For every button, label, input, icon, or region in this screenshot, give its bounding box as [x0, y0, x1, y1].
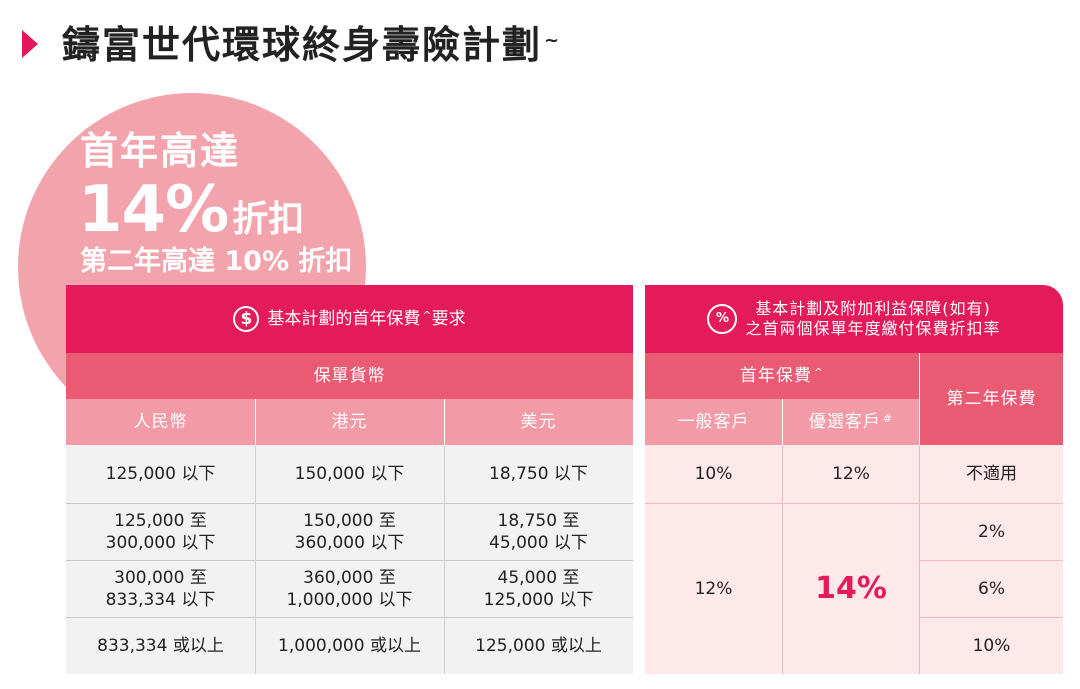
- rate-second-row1: 不適用: [966, 464, 1017, 484]
- table-cell: 125,000 以下: [105, 464, 216, 484]
- promo-discount: 14% 折扣: [78, 175, 304, 261]
- preferred-client-header: 優選客戶 #: [783, 399, 919, 445]
- table-cell: 150,000 以下: [294, 464, 405, 484]
- col-header-rmb: 人民幣: [66, 399, 255, 445]
- promo-discount-value: 14%: [78, 173, 229, 247]
- table-cell: 833,334 或以上: [97, 635, 224, 656]
- rate-preferred-merged: 14%: [815, 570, 887, 606]
- right-table-body: [645, 445, 1063, 674]
- header-divider: [782, 399, 783, 445]
- col-header-usd: 美元: [444, 399, 633, 445]
- left-table-body: [66, 445, 633, 674]
- row-divider: [66, 503, 633, 504]
- row-divider: [66, 617, 633, 618]
- title-arrow-icon: [22, 30, 38, 58]
- table-cell: 300,000 至 833,334 以下: [105, 567, 216, 610]
- row-divider: [645, 503, 1063, 504]
- row-divider: [66, 560, 633, 561]
- col-divider: [782, 445, 783, 674]
- table-cell: 1,000,000 或以上: [278, 635, 421, 656]
- right-table-header: % 基本計劃及附加利益保障(如有) 之首兩個保單年度繳付保費折扣率: [645, 285, 1063, 353]
- dollar-icon: $: [233, 306, 260, 332]
- table-cell: 18,750 至 45,000 以下: [489, 510, 588, 553]
- col-header-hkd: 港元: [255, 399, 444, 445]
- page-title: 鑄富世代環球終身壽險計劃 ~: [62, 23, 562, 67]
- row-divider: [920, 560, 1063, 561]
- row-divider: [920, 617, 1063, 618]
- percent-icon: %: [707, 304, 738, 334]
- table-cell: 150,000 至 360,000 以下: [294, 510, 405, 553]
- second-year-header: 第二年保費: [920, 353, 1063, 445]
- rate-preferred-row1: 12%: [832, 464, 870, 484]
- header-divider: [919, 353, 920, 445]
- col-divider: [255, 445, 256, 674]
- right-header-line1: 基本計劃及附加利益保障(如有): [755, 299, 991, 318]
- table-cell: 125,000 至 300,000 以下: [105, 510, 216, 553]
- col-divider: [919, 445, 920, 674]
- col-divider: [444, 445, 445, 674]
- table-cell: 125,000 或以上: [475, 635, 602, 656]
- promo-second-year: 第二年高達 10% 折扣: [80, 246, 353, 277]
- table-cell: 18,750 以下: [489, 464, 588, 484]
- table-cell: 360,000 至 1,000,000 以下: [286, 567, 413, 610]
- currency-header: 保單貨幣: [66, 353, 633, 399]
- general-client-header: 一般客戶: [645, 399, 782, 445]
- promo-headline: 首年高達: [80, 129, 241, 173]
- header-divider: [444, 399, 445, 445]
- rate-second-row4: 10%: [972, 635, 1011, 656]
- right-header-line2: 之首兩個保單年度繳付保費折扣率: [745, 319, 1001, 338]
- rate-second-row2: 2%: [978, 521, 1005, 542]
- left-table-header: $ 基本計劃的首年保費 ^ 要求: [66, 285, 633, 353]
- rate-general-row1: 10%: [694, 464, 733, 484]
- first-year-header: 首年保費 ^: [645, 353, 919, 399]
- promo-discount-suffix: 折扣: [232, 199, 305, 240]
- header-divider: [255, 399, 256, 445]
- rate-general-merged: 12%: [694, 578, 733, 599]
- rate-second-row3: 6%: [978, 578, 1005, 599]
- table-cell: 45,000 至 125,000 以下: [483, 567, 594, 610]
